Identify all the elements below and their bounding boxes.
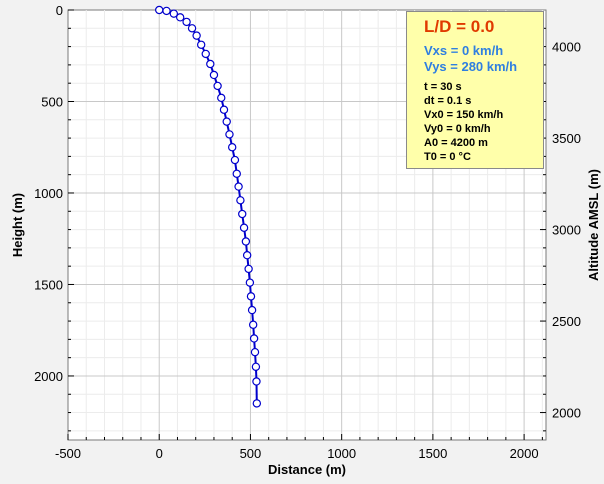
y2-tick-label: 3000 — [552, 223, 581, 238]
trajectory-point — [209, 70, 219, 80]
trajectory-point — [248, 320, 258, 329]
parameter-list: t = 30 s dt = 0.1 s Vx0 = 150 km/h Vy0 =… — [424, 80, 543, 164]
axis-ticks — [67, 9, 546, 440]
trajectory-point — [232, 169, 241, 178]
x-axis-title: Distance (m) — [268, 462, 346, 477]
y-tick-label: 1000 — [34, 186, 63, 201]
y2-tick-label: 4000 — [552, 40, 581, 55]
trajectory-point — [227, 143, 237, 152]
trajectory-point — [238, 209, 247, 219]
x-tick-label: 500 — [240, 446, 262, 461]
y-axis-title: Height (m) — [10, 193, 25, 257]
trajectory-point — [239, 223, 249, 232]
series-layer — [155, 5, 262, 408]
ld-ratio-title: L/D = 0.0 — [424, 17, 495, 36]
trajectory-point — [245, 278, 255, 287]
tick-labels: -500 0 500 1000 1500 2000 0 500 1000 1500 2000 4000… — [34, 3, 581, 461]
param-vx0: Vx0 = 150 km/h — [424, 109, 504, 121]
x-tick-label: 1000 — [327, 446, 356, 461]
trajectory-point — [241, 237, 251, 246]
trajectory-point — [187, 24, 197, 33]
param-time: t = 30 s — [424, 81, 462, 93]
y2-tick-label: 2500 — [552, 314, 581, 329]
param-a0: A0 = 4200 m — [424, 137, 488, 149]
trajectory-point — [162, 6, 171, 16]
trajectory-point — [222, 117, 231, 126]
vys-label: Vys = 280 km/h — [424, 59, 518, 74]
trajectory-point — [251, 362, 261, 372]
x-tick-label: 0 — [156, 446, 163, 461]
trajectory-point — [247, 305, 257, 315]
y2-axis-title: Altitude AMSL (m) — [586, 169, 601, 281]
trajectory-point — [225, 130, 234, 139]
trajectory-point — [246, 292, 256, 301]
trajectory-point — [252, 377, 261, 386]
trajectory-point — [155, 5, 164, 15]
trajectory-point — [236, 196, 245, 205]
x-tick-label: 1500 — [418, 446, 447, 461]
trajectory-point — [196, 40, 206, 49]
trajectory-point — [249, 334, 259, 343]
trajectory-point — [234, 182, 243, 191]
y-tick-label: 1500 — [34, 277, 63, 292]
trajectory-point — [219, 105, 229, 114]
trajectory-point — [206, 59, 215, 69]
trajectory-point — [182, 17, 191, 27]
trajectory-point — [230, 155, 240, 165]
trajectory-point — [244, 264, 253, 274]
trajectory-point — [252, 399, 262, 408]
x-tick-label: -500 — [55, 446, 81, 461]
y-tick-label: 2000 — [34, 369, 63, 384]
trajectory-point — [176, 13, 185, 22]
param-vy0: Vy0 = 0 km/h — [424, 123, 491, 135]
y2-tick-label: 3500 — [552, 131, 581, 146]
param-t0: T0 = 0 °C — [424, 151, 471, 163]
vxs-label: Vxs = 0 km/h — [424, 43, 504, 58]
trajectory-point — [217, 93, 226, 103]
trajectory-point — [213, 81, 222, 91]
trajectory-point — [250, 347, 260, 357]
y2-tick-label: 2000 — [552, 406, 581, 421]
param-dt: dt = 0.1 s — [424, 95, 472, 107]
trajectory-point — [201, 49, 210, 59]
trajectory-point — [242, 250, 252, 260]
y-tick-label: 500 — [41, 94, 63, 109]
x-tick-label: 2000 — [510, 446, 539, 461]
y-tick-label: 0 — [56, 3, 63, 18]
info-box: L/D = 0.0 Vxs = 0 km/h Vys = 280 km/h t … — [406, 11, 544, 169]
trajectory-point — [169, 9, 179, 18]
trajectory-point — [192, 31, 201, 40]
